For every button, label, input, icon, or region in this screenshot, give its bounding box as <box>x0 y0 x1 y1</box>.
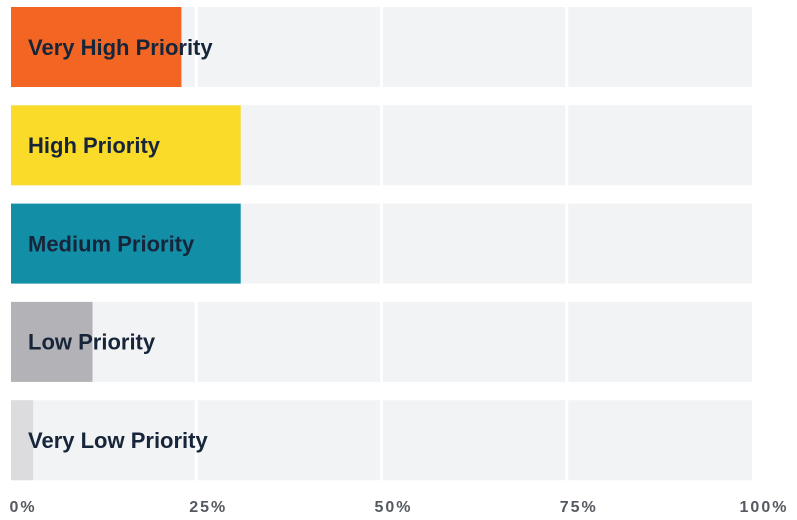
bar <box>11 7 182 87</box>
x-tick-label: 50% <box>374 499 412 516</box>
bar <box>11 301 93 382</box>
category-label: Medium Priority <box>28 231 195 256</box>
category-label: Very High Priority <box>28 35 213 60</box>
category-label: High Priority <box>28 133 161 158</box>
x-tick-label: 25% <box>189 499 227 516</box>
bar <box>11 203 241 284</box>
category-label: Very Low Priority <box>28 428 208 453</box>
x-tick-label: 100% <box>740 499 789 516</box>
x-tick-label: 0% <box>9 499 36 516</box>
bar <box>11 105 241 186</box>
bar <box>11 400 34 481</box>
category-label: Low Priority <box>28 330 156 355</box>
x-tick-label: 75% <box>560 499 598 516</box>
